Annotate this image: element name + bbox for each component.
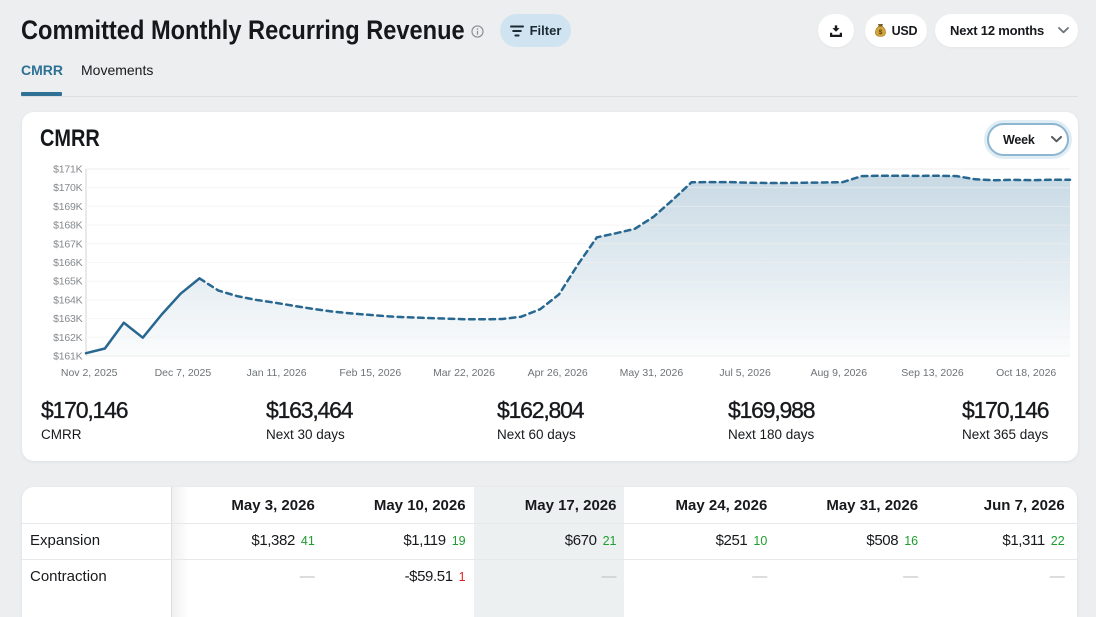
- svg-text:Mar 22, 2026: Mar 22, 2026: [433, 367, 495, 379]
- svg-text:$: $: [878, 29, 882, 36]
- svg-text:$165K: $165K: [53, 276, 83, 288]
- svg-text:$167K: $167K: [53, 238, 83, 250]
- svg-text:$161K: $161K: [53, 351, 83, 363]
- svg-text:$171K: $171K: [53, 164, 83, 176]
- svg-text:$170K: $170K: [53, 182, 83, 194]
- svg-text:Jan 11, 2026: Jan 11, 2026: [247, 367, 307, 379]
- svg-text:Oct 18, 2026: Oct 18, 2026: [996, 367, 1056, 379]
- svg-text:Sep 13, 2026: Sep 13, 2026: [901, 367, 964, 379]
- svg-text:Jul 5, 2026: Jul 5, 2026: [719, 367, 771, 379]
- svg-text:Apr 26, 2026: Apr 26, 2026: [528, 367, 588, 379]
- svg-text:Feb 15, 2026: Feb 15, 2026: [339, 367, 401, 379]
- svg-text:$163K: $163K: [53, 313, 83, 325]
- svg-text:May 31, 2026: May 31, 2026: [620, 367, 684, 379]
- svg-text:$166K: $166K: [53, 257, 83, 269]
- svg-text:$162K: $162K: [53, 332, 83, 344]
- svg-text:$164K: $164K: [53, 294, 83, 306]
- svg-text:$169K: $169K: [53, 201, 83, 213]
- svg-text:Dec 7, 2025: Dec 7, 2025: [155, 367, 212, 379]
- svg-text:$168K: $168K: [53, 220, 83, 232]
- svg-text:Nov 2, 2025: Nov 2, 2025: [61, 367, 118, 379]
- svg-text:Aug 9, 2026: Aug 9, 2026: [810, 367, 867, 379]
